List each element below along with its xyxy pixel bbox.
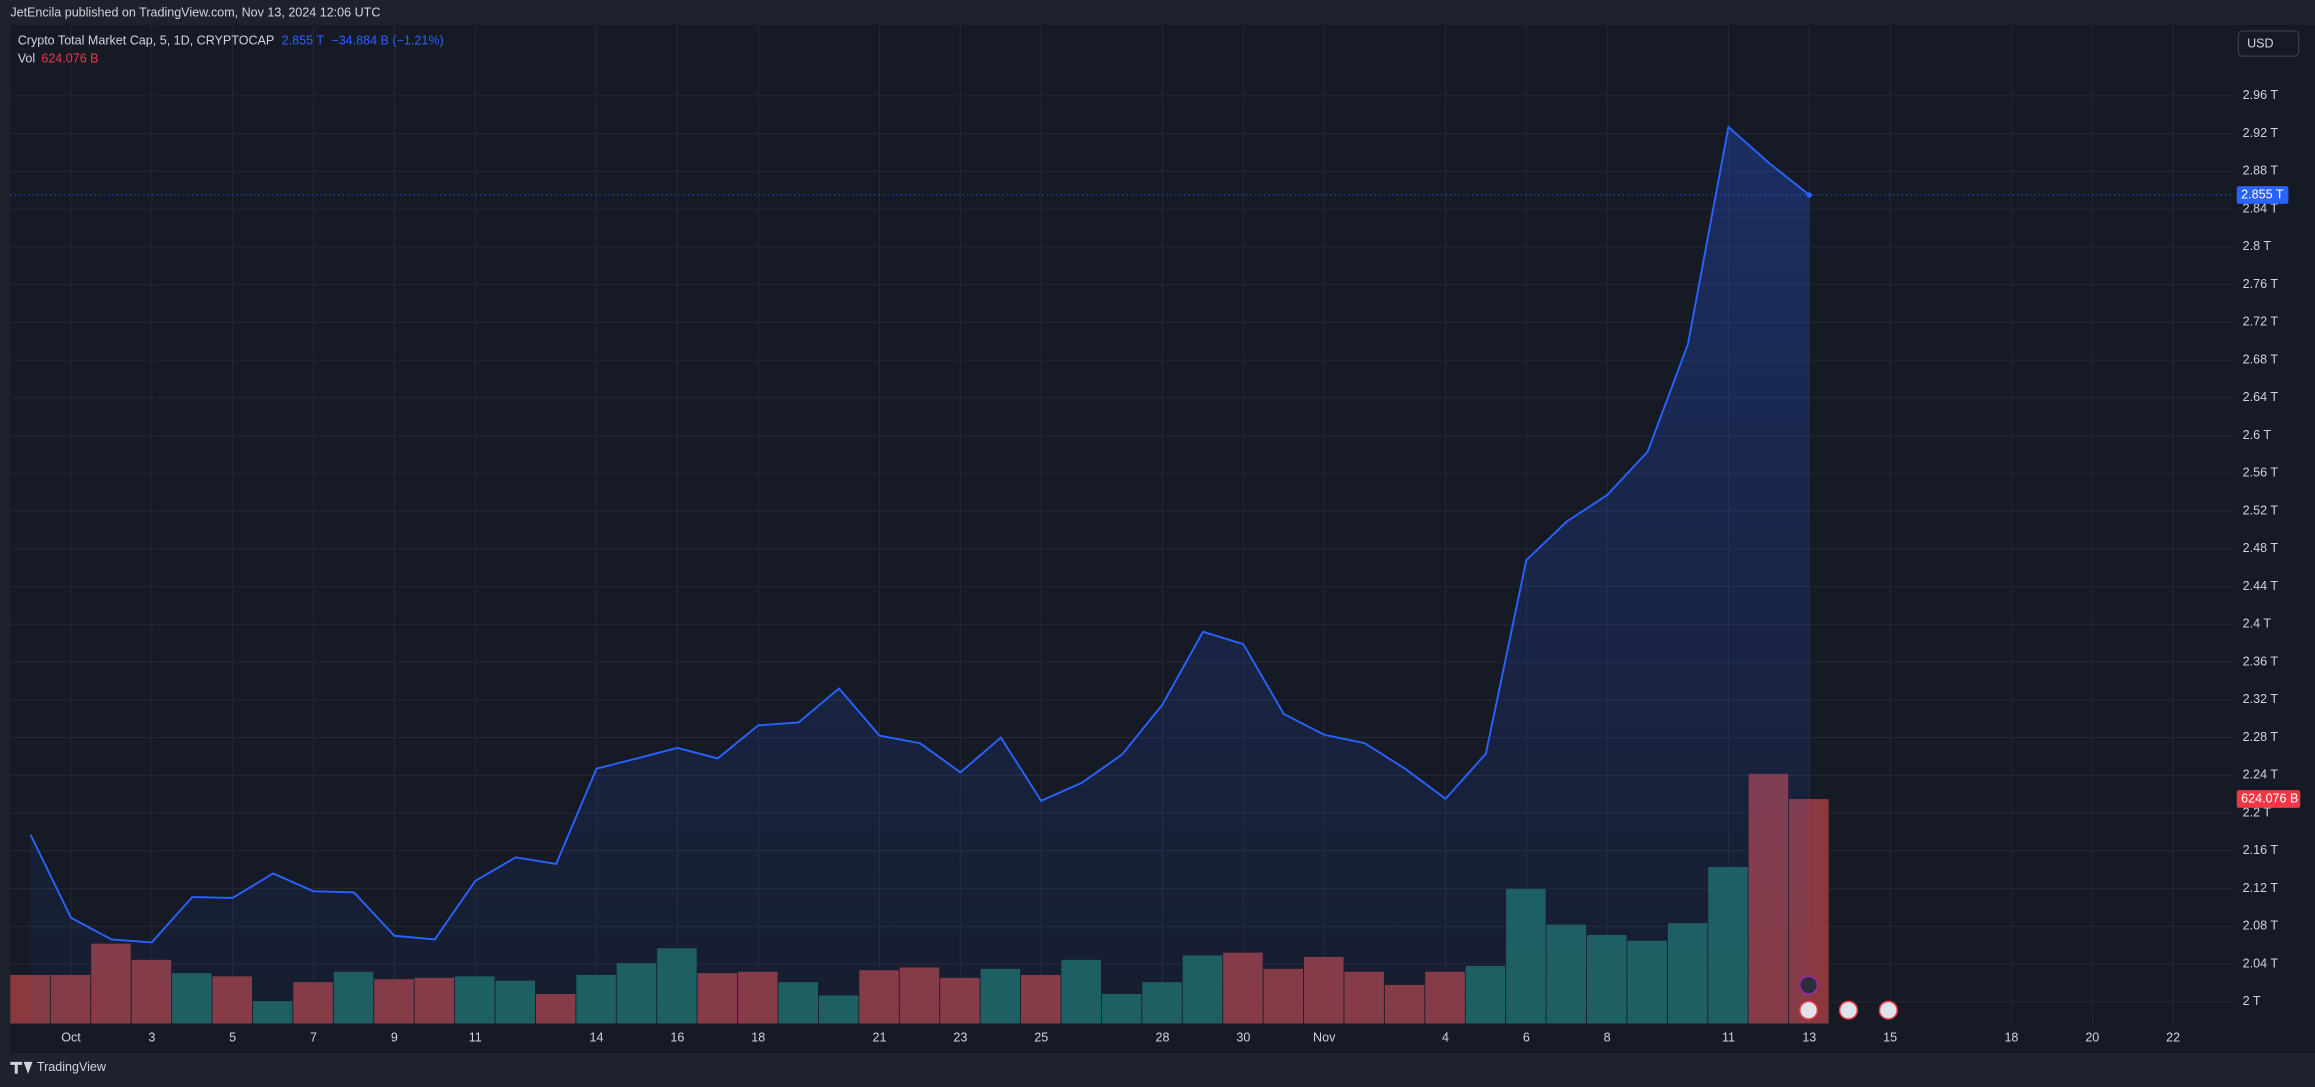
- axes: 2 T 2.04 T 2.08 T 2.12 T 2.16 T 2.2 T 2.24 T 2.…: [61, 88, 2301, 1045]
- x-tick-label: 20: [2085, 1031, 2099, 1045]
- y-tick-label: 2.24 T: [2243, 768, 2279, 782]
- y-tick-label: 2.36 T: [2243, 654, 2279, 668]
- volume-title: Vol: [18, 51, 35, 65]
- y-tick-label: 2.56 T: [2243, 466, 2279, 480]
- currency-button[interactable]: [2237, 30, 2300, 57]
- x-tick-label: 5: [229, 1031, 236, 1045]
- y-tick-label: 2.04 T: [2243, 956, 2279, 970]
- y-tick-label: 2.88 T: [2243, 164, 2279, 178]
- event-icon[interactable]: [1878, 1000, 1898, 1020]
- y-tick-label: 2.16 T: [2243, 843, 2279, 857]
- y-tick-label: 2.28 T: [2243, 730, 2279, 744]
- x-tick-label: 22: [2166, 1031, 2180, 1045]
- x-tick-label: 11: [469, 1031, 482, 1045]
- x-tick-label: 25: [1034, 1031, 1048, 1045]
- currency[interactable]: USD: [2247, 37, 2273, 51]
- x-tick-label: 21: [873, 1031, 887, 1045]
- event-icons: [1798, 975, 1898, 1020]
- time-axis: [10, 1023, 2234, 1054]
- x-tick-label: 30: [1236, 1031, 1250, 1045]
- price-line: [29, 125, 1810, 944]
- x-tick-label: 23: [953, 1031, 967, 1045]
- x-tick-label: 16: [670, 1031, 684, 1045]
- y-tick-label: 2.84 T: [2243, 201, 2279, 215]
- x-tick-label: 9: [391, 1031, 398, 1045]
- volume-tag-label: 624.076 B: [2241, 791, 2298, 805]
- x-tick-label: 7: [310, 1031, 317, 1045]
- y-tick-label: 2.76 T: [2243, 277, 2279, 291]
- y-tick-label: 2.92 T: [2243, 126, 2279, 140]
- y-tick-label: 2 T: [2243, 994, 2261, 1008]
- y-tick-label: 2.68 T: [2243, 352, 2279, 366]
- volume-last: 624.076 B: [41, 51, 98, 65]
- x-tick-label: 18: [2004, 1031, 2018, 1045]
- x-tick-label: 15: [1883, 1031, 1897, 1045]
- x-tick-label: 11: [1722, 1031, 1735, 1045]
- last-price: 2.855 T: [282, 34, 325, 48]
- y-tick-label: 2.72 T: [2243, 315, 2279, 329]
- y-tick-label: 2.12 T: [2243, 881, 2279, 895]
- x-tick-label: Oct: [61, 1031, 81, 1045]
- x-tick-label: 6: [1523, 1031, 1530, 1045]
- price-area: [30, 127, 1810, 1024]
- price-axis: [2233, 25, 2315, 1054]
- y-tick-label: 2.96 T: [2243, 88, 2279, 102]
- price-line: [10, 125, 2234, 1024]
- x-tick-label: 13: [1802, 1031, 1816, 1045]
- x-tick-label: 28: [1156, 1031, 1170, 1045]
- x-tick-label: 4: [1442, 1031, 1449, 1045]
- y-tick-label: 2.8 T: [2243, 239, 2272, 253]
- event-icon[interactable]: [1838, 1000, 1859, 1020]
- symbol-title: Crypto Total Market Cap, 5, 1D, CRYPTOCA…: [18, 34, 275, 48]
- y-tick-label: 2.6 T: [2243, 428, 2272, 442]
- brand: TradingView: [37, 1060, 107, 1074]
- x-tick-label: 3: [148, 1031, 155, 1045]
- y-tick-label: 2.64 T: [2243, 390, 2279, 404]
- x-tick-label: 14: [590, 1031, 604, 1045]
- x-tick-label: Nov: [1313, 1031, 1336, 1045]
- volume-tag: [2236, 790, 2301, 808]
- y-tick-label: 2.32 T: [2243, 692, 2279, 706]
- y-tick-label: 2.48 T: [2243, 541, 2279, 555]
- price-tag: [2236, 186, 2289, 204]
- event-icon[interactable]: [1798, 1000, 1819, 1020]
- y-tick-label: 2.2 T: [2243, 805, 2272, 819]
- last-point: [1806, 192, 1812, 198]
- x-tick-label: 8: [1604, 1031, 1611, 1045]
- y-tick-label: 2.44 T: [2243, 579, 2279, 593]
- price-change: −34.884 B (−1.21%): [331, 34, 443, 48]
- y-tick-label: 2.08 T: [2243, 919, 2279, 933]
- x-tick-label: 18: [751, 1031, 765, 1045]
- y-tick-label: 2.4 T: [2243, 617, 2272, 631]
- price-tag-label: 2.855 T: [2241, 187, 2284, 201]
- event-icon[interactable]: [1798, 975, 1819, 995]
- y-tick-label: 2.52 T: [2243, 503, 2279, 517]
- published-note: JetEncila published on TradingView.com, …: [10, 6, 380, 20]
